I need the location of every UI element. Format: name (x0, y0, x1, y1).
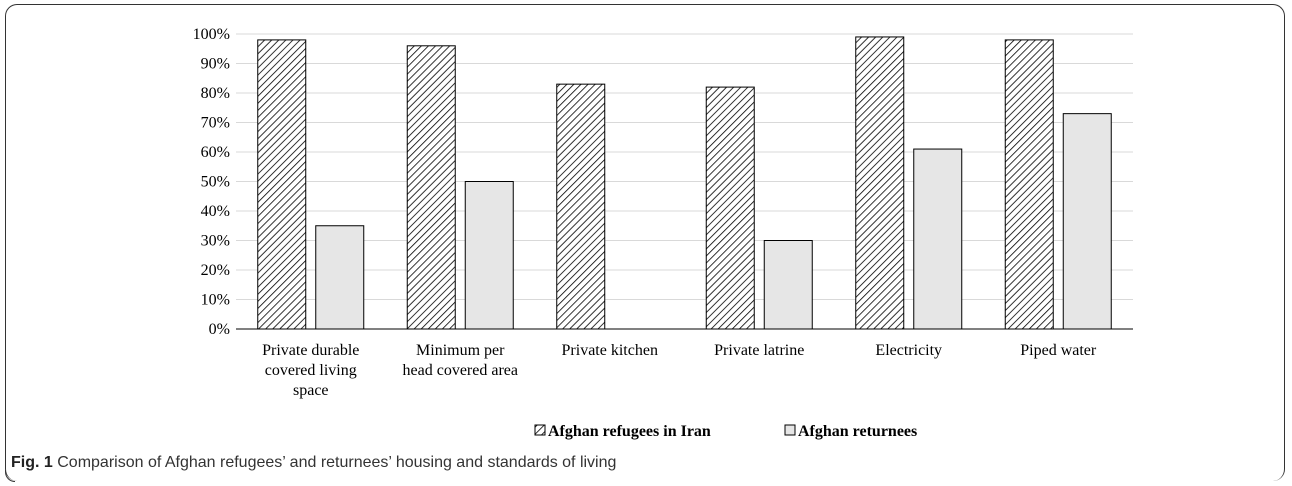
category-label: Private durable covered living space (262, 342, 359, 399)
bar-refugees (556, 83, 606, 330)
bar-refugees (855, 36, 905, 330)
caption-label: Fig. 1 (11, 454, 53, 471)
bar-returnees (315, 225, 365, 330)
y-tick-label: 10% (201, 292, 230, 309)
legend-label-returnees: Afghan returnees (798, 423, 917, 440)
category-label: Piped water (1020, 342, 1097, 359)
y-tick-label: 90% (201, 56, 230, 73)
legend-swatch-returnees (784, 424, 796, 436)
y-tick-label: 70% (201, 115, 230, 132)
y-tick-label: 20% (201, 262, 230, 279)
category-label: Electricity (875, 342, 942, 359)
category-label: Private latrine (714, 342, 804, 359)
bar-refugees (1004, 39, 1054, 330)
caption-text: Comparison of Afghan refugees’ and retur… (57, 454, 617, 471)
bar-returnees (913, 148, 963, 330)
legend: Afghan refugees in Iran Afghan returnees (534, 423, 917, 440)
category-label: Minimum per head covered area (403, 342, 518, 379)
bar-returnees (464, 181, 514, 330)
y-tick-label: 0% (209, 321, 230, 338)
y-tick-label: 50% (201, 174, 230, 191)
legend-label-refugees: Afghan refugees in Iran (548, 423, 711, 440)
bar-refugees (406, 45, 456, 330)
figure-frame (5, 4, 1285, 481)
y-tick-label: 100% (193, 26, 230, 43)
category-labels: Private durable covered living space Minimu… (262, 342, 1097, 399)
y-tick-label: 60% (201, 144, 230, 161)
bar-refugees (257, 39, 307, 330)
y-tick-label: 30% (201, 233, 230, 250)
bar-returnees (1062, 113, 1112, 330)
bars (257, 36, 1112, 330)
legend-swatch-refugees (534, 424, 546, 436)
y-axis-ticks: 0% 10% 20% 30% 40% 50% 60% 70% 80% 90% 100% (193, 26, 230, 338)
y-tick-label: 40% (201, 203, 230, 220)
bar-returnees (763, 240, 813, 330)
bar-refugees (705, 86, 755, 330)
gridlines (236, 33, 1133, 300)
figure-caption: Fig. 1 Comparison of Afghan refugees’ an… (11, 454, 616, 472)
category-label: Private kitchen (562, 342, 658, 359)
y-tick-label: 80% (201, 85, 230, 102)
